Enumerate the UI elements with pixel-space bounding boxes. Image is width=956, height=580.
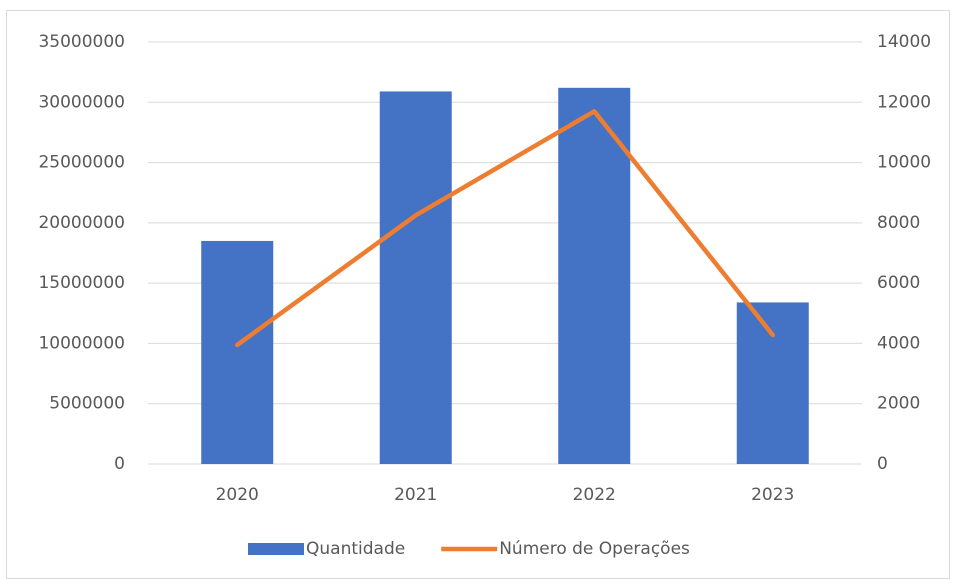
y-tick-label: 25000000 — [38, 153, 125, 173]
bar — [736, 302, 809, 464]
y2-tick-label: 0 — [877, 454, 888, 474]
x-tick-label: 2020 — [216, 485, 259, 505]
chart-frame — [6, 10, 950, 579]
y2-tick-label: 14000 — [877, 32, 931, 52]
y2-tick-label: 12000 — [877, 92, 931, 112]
y2-tick-label: 6000 — [877, 273, 920, 293]
bar — [379, 91, 452, 464]
bar — [201, 240, 274, 464]
x-tick-label: 2021 — [394, 485, 437, 505]
y-tick-label: 30000000 — [38, 92, 125, 112]
y2-tick-label: 2000 — [877, 394, 920, 414]
y-tick-label: 10000000 — [38, 333, 125, 353]
x-tick-label: 2022 — [573, 485, 616, 505]
y-tick-label: 5000000 — [49, 394, 125, 414]
y2-tick-label: 10000 — [877, 153, 931, 173]
legend-label: Quantidade — [306, 539, 405, 559]
line — [235, 109, 775, 348]
y2-tick-label: 8000 — [877, 213, 920, 233]
bar — [558, 87, 631, 465]
y-tick-label: 20000000 — [38, 213, 125, 233]
y-tick-label: 35000000 — [38, 32, 125, 52]
legend-swatch — [248, 543, 304, 555]
x-tick-label: 2023 — [751, 485, 794, 505]
legend-label: Número de Operações — [499, 539, 690, 559]
y-tick-label: 15000000 — [38, 273, 125, 293]
y-tick-label: 0 — [114, 454, 125, 474]
y2-tick-label: 4000 — [877, 333, 920, 353]
